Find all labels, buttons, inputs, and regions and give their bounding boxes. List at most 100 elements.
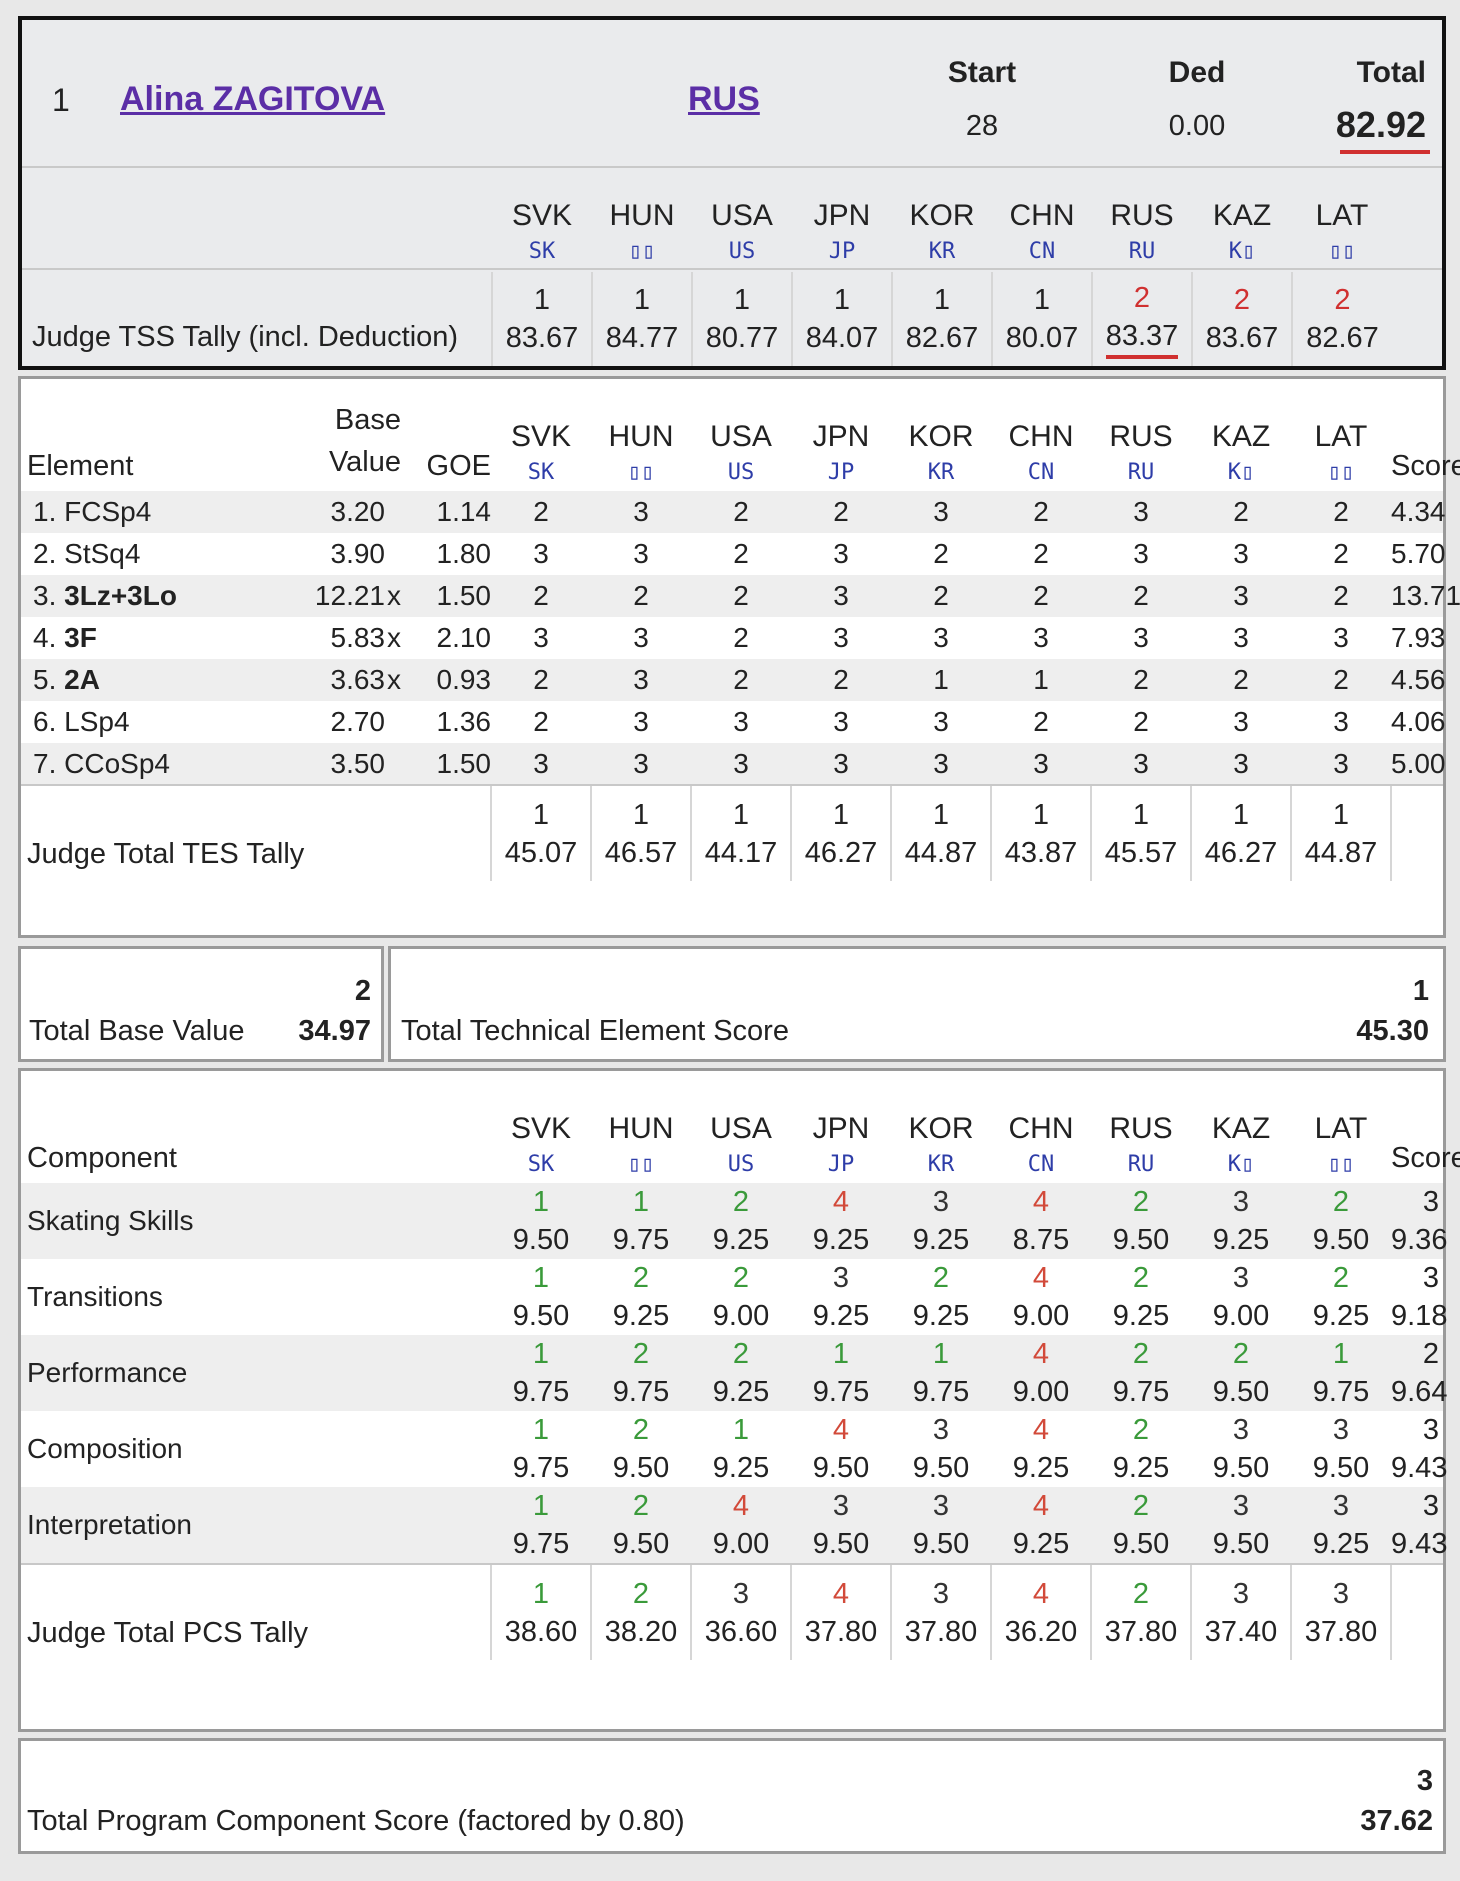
judge-tally-cell: 3 37.80: [890, 1563, 991, 1660]
judge-tally-cell: 1 9.75: [491, 1487, 591, 1564]
judge-goe-mark: 3: [833, 580, 849, 611]
component-score: 9.43: [1391, 1452, 1448, 1484]
header-judge-jpn: JPN JP: [792, 170, 892, 270]
judge-value: 9.25: [912, 1224, 970, 1256]
element-code: CCoSp4: [64, 747, 170, 779]
judge-tally-cell: 4 9.00: [691, 1487, 791, 1564]
judge-goe-mark: 3: [1133, 747, 1149, 779]
judge-value: 84.07: [805, 322, 879, 354]
total-tes-value: 45.30: [1356, 1015, 1429, 1047]
judge-country: KOR: [908, 420, 974, 453]
judge-value: 46.57: [604, 836, 678, 869]
tss-label: Judge TSS Tally (incl. Deduction): [32, 321, 459, 353]
judge-value: 80.07: [1005, 322, 1079, 354]
header-judge-chn: CHN CN: [992, 170, 1092, 270]
judge-goe-mark: 2: [533, 580, 549, 611]
judge-country: SVK: [510, 1112, 572, 1145]
judge-goe-mark: 3: [633, 622, 649, 653]
judge-goe-mark: 2: [1133, 580, 1149, 611]
skater-header-panel: 1 Alina ZAGITOVA RUS Start 28 Ded 0.00 T…: [18, 16, 1446, 370]
judge-goe-mark: 3: [1133, 538, 1149, 569]
second-half-marker: x: [387, 664, 401, 695]
judge-goe-mark: 1: [933, 664, 949, 695]
skater-name-link[interactable]: Alina ZAGITOVA: [120, 80, 386, 118]
judge-tally-cell: 2 9.50: [1091, 1487, 1191, 1564]
element-goe: 1.50: [436, 580, 492, 611]
judge-value: 9.50: [512, 1224, 570, 1256]
judge-code: JP: [827, 460, 855, 485]
elements-judge-chn: CHN CN: [991, 379, 1091, 491]
judge-rank: 1: [933, 284, 951, 316]
start-value: 28: [965, 110, 999, 142]
judge-country: CHN: [1008, 1112, 1074, 1145]
start-label: Start: [947, 56, 1017, 89]
element-number: 4.: [33, 622, 57, 653]
judge-value: 37.80: [904, 1615, 978, 1648]
judge-tally-cell: 1 9.75: [491, 1335, 591, 1411]
element-score: 4.34: [1391, 496, 1446, 527]
judge-rank: 1: [532, 1414, 550, 1446]
judge-rank: 3: [932, 1490, 950, 1522]
judge-value: 44.87: [1304, 836, 1378, 869]
judge-country: USA: [711, 199, 773, 232]
judge-goe-mark: 2: [533, 496, 549, 527]
judge-goe-mark: 3: [933, 706, 949, 737]
component-row: Performance 1 9.75 2 9.75 2 9.25 1 9.75 1 9.75 4 9.0…: [21, 1335, 1447, 1411]
judge-tally-cell: 3 9.50: [1191, 1487, 1291, 1564]
components-table: Component SVK SK HUN ▯▯ USA US JPN JP KOR KR CHN CN…: [21, 1071, 1460, 1660]
judge-goe-mark: 2: [1033, 538, 1049, 569]
judge-goe-mark: 2: [533, 706, 549, 737]
header-judge-lat: LAT ▯▯: [1292, 170, 1392, 270]
tss-tally-row: Judge TSS Tally (incl. Deduction) 1 83.67…: [22, 272, 1442, 366]
element-row: 3. 3Lz+3Lo 12.21x 1.50 2 2 2 3 2 2 2 3 2 13.71: [21, 575, 1460, 617]
judge-tally-cell: 4 9.25: [991, 1411, 1091, 1487]
judge-goe-mark: 3: [733, 706, 749, 737]
element-number: 6.: [33, 706, 57, 737]
element-base-value: 12.21x: [291, 575, 401, 617]
base-value: 12.21: [314, 580, 385, 611]
component-score-cell: 2 9.64: [1391, 1335, 1447, 1411]
judge-country: LAT: [1314, 420, 1368, 453]
judge-rank: 3: [1232, 1262, 1250, 1294]
total-pcs-value: 37.62: [1360, 1805, 1433, 1837]
elements-panel: Element Base Value GOE SVK SK HUN ▯▯ USA US JPN…: [18, 376, 1460, 938]
judge-rank: 1: [832, 798, 850, 831]
judge-value: 9.75: [512, 1376, 570, 1408]
score-column-header: Score: [1391, 1142, 1460, 1174]
judge-tally-cell: 1 84.07: [791, 272, 892, 366]
judge-country: JPN: [813, 199, 871, 232]
judge-code: RU: [1127, 1152, 1155, 1177]
judge-country: HUN: [609, 199, 675, 232]
judge-value: 9.75: [812, 1376, 870, 1408]
judge-value: 9.00: [712, 1300, 770, 1332]
nation-link[interactable]: RUS: [688, 80, 760, 118]
judge-tally-cell: 2 83.67: [1191, 272, 1292, 366]
judge-goe-mark: 3: [1233, 580, 1249, 611]
element-name-cell: 7. CCoSp4: [21, 743, 291, 785]
judge-value: 9.50: [612, 1452, 670, 1484]
judge-rank: 1: [732, 1414, 750, 1446]
judge-rank: 3: [1232, 1186, 1250, 1218]
judge-country: JPN: [812, 1112, 870, 1145]
judge-value: 9.50: [1212, 1376, 1270, 1408]
element-base-value: 3.63x: [291, 659, 402, 701]
judge-goe-mark: 3: [833, 747, 849, 779]
component-score-rank: 3: [1422, 1186, 1439, 1218]
components-judge-chn: CHN CN: [991, 1071, 1091, 1183]
judge-tally-cell: 2 82.67: [1291, 272, 1392, 366]
component-score-rank: 3: [1422, 1490, 1439, 1522]
base-value: 5.83: [330, 622, 386, 653]
element-number: 5.: [33, 664, 57, 695]
judge-tally-cell: 3 9.50: [1291, 1411, 1391, 1487]
judge-country: KOR: [909, 199, 975, 232]
judge-tally-cell: 2 9.50: [591, 1487, 691, 1564]
judge-value: 9.50: [812, 1452, 870, 1484]
judge-value: 83.37: [1105, 317, 1179, 359]
judge-goe-mark: 2: [933, 538, 949, 569]
element-code: 3Lz+3Lo: [64, 580, 177, 611]
judge-goe-mark: 3: [1233, 538, 1249, 569]
judge-goe-mark: 2: [1333, 538, 1349, 569]
judge-rank: 4: [832, 1577, 850, 1610]
judge-rank: 3: [932, 1186, 950, 1218]
total-pcs-panel: 3 Total Program Component Score (factore…: [18, 1738, 1446, 1854]
